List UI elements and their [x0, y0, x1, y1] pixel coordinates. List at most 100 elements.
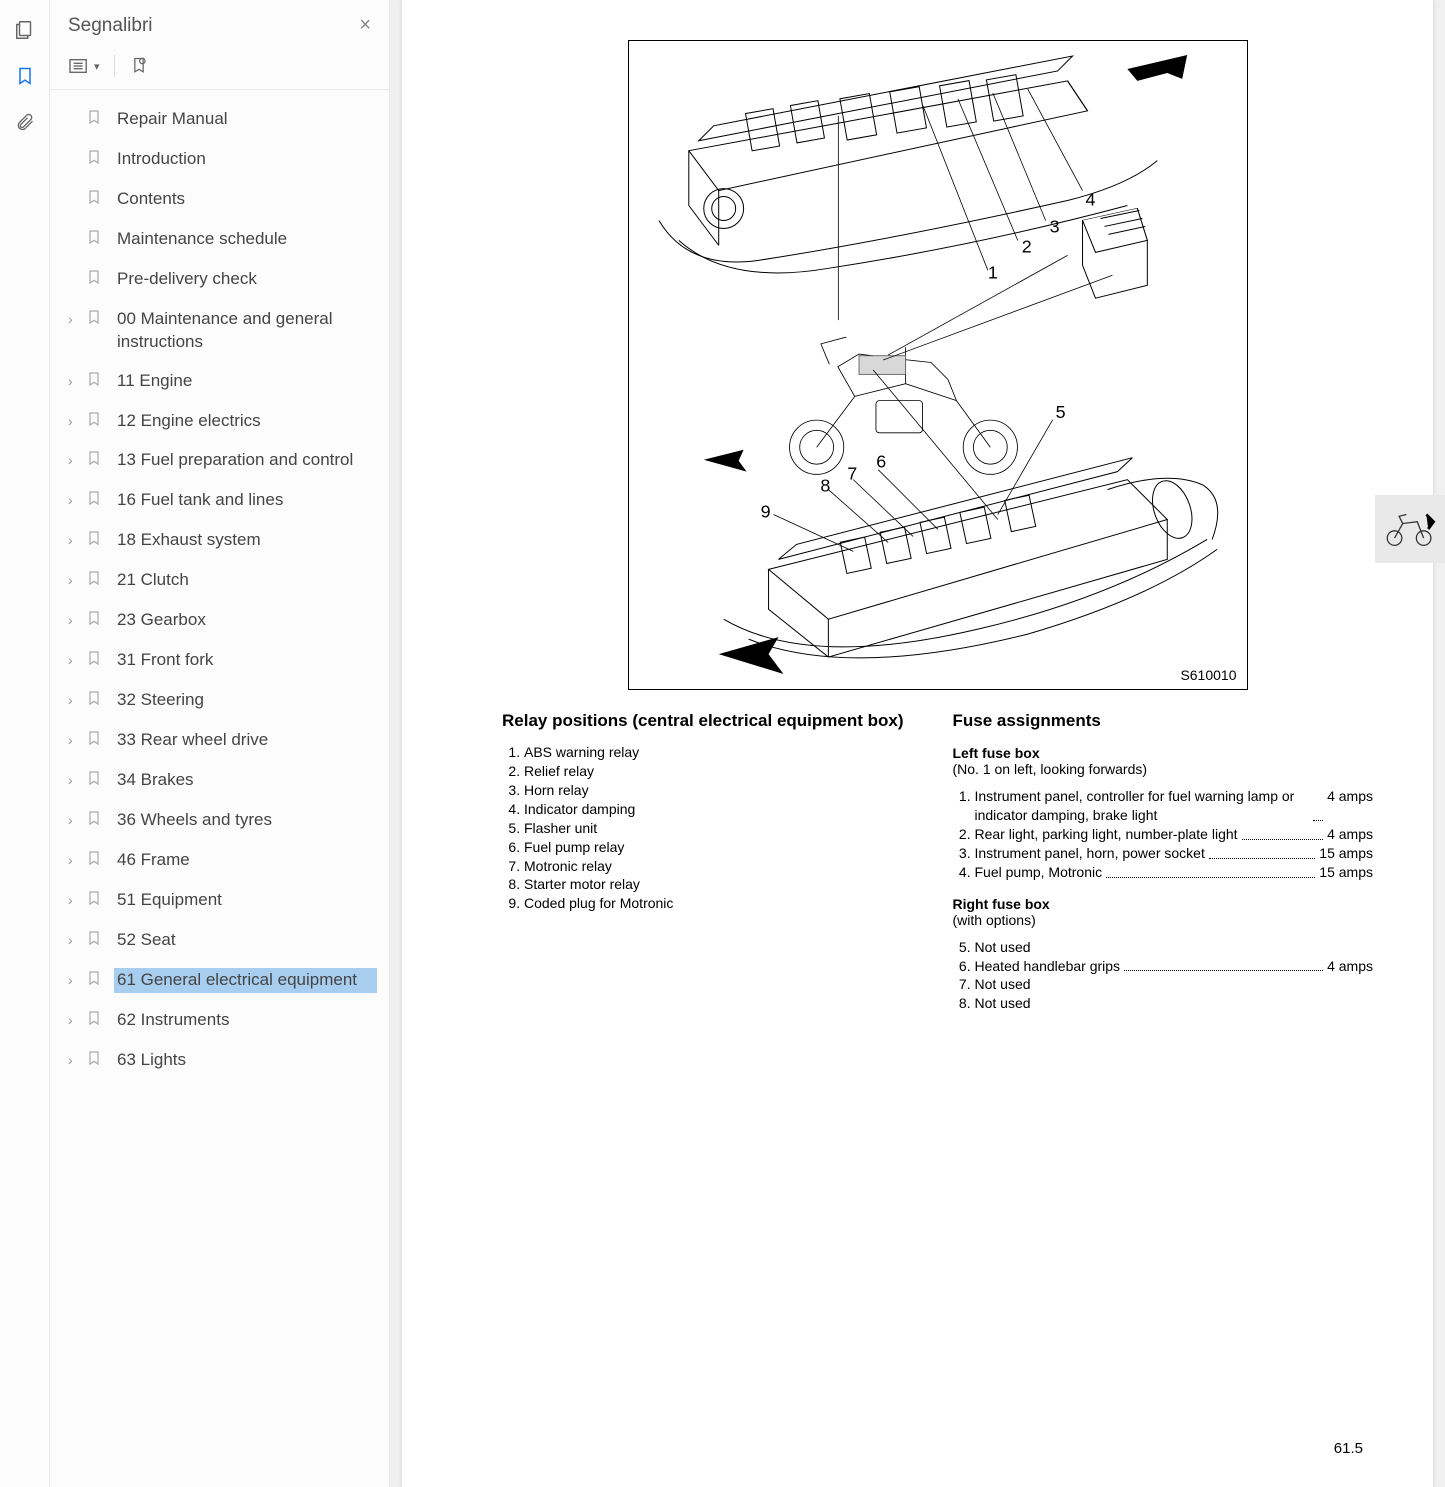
bookmark-icon [86, 569, 106, 594]
chevron-right-icon[interactable]: › [68, 651, 86, 670]
relay-item: Horn relay [524, 781, 923, 800]
chevron-right-icon[interactable]: › [68, 931, 86, 950]
fuse-item: Fuel pump, Motronic15 amps [975, 863, 1374, 882]
bookmark-label: Introduction [114, 147, 377, 172]
relay-item: Motronic relay [524, 857, 923, 876]
bookmark-item[interactable]: › 12 Engine electrics [50, 402, 389, 442]
chevron-right-icon[interactable]: › [68, 372, 86, 391]
left-column: Relay positions (central electrical equi… [502, 710, 923, 1013]
bookmark-item[interactable]: › 32 Steering [50, 681, 389, 721]
bookmark-label: 51 Equipment [114, 888, 377, 913]
bookmark-item[interactable]: ›34 Brakes [50, 761, 389, 801]
bookmark-item[interactable]: ›Maintenance schedule [50, 220, 389, 260]
bookmark-item[interactable]: ›Contents [50, 180, 389, 220]
technical-figure: 1 2 3 4 [628, 40, 1248, 690]
svg-text:5: 5 [1055, 402, 1065, 422]
bookmark-label: 31 Front fork [114, 648, 377, 673]
bookmark-item[interactable]: › 61 General electrical equipment [50, 961, 389, 1001]
bookmark-item[interactable]: ›36 Wheels and tyres [50, 801, 389, 841]
chevron-right-icon[interactable]: › [68, 412, 86, 431]
bookmark-item[interactable]: › 46 Frame [50, 841, 389, 881]
attachments-icon[interactable] [13, 110, 37, 134]
right-fuse-subtitle: (with options) [953, 912, 1374, 928]
fuse-item: Not used [975, 938, 1374, 957]
chevron-right-icon[interactable]: › [68, 691, 86, 710]
bookmark-icon [86, 489, 106, 514]
bookmark-icon [86, 148, 106, 173]
find-bookmark-button[interactable] [129, 55, 149, 77]
chevron-right-icon[interactable]: › [68, 1051, 86, 1070]
bookmark-label: 33 Rear wheel drive [114, 728, 377, 753]
bookmark-item[interactable]: ›13 Fuel preparation and control [50, 441, 389, 481]
bookmark-icon [86, 449, 106, 474]
close-icon[interactable]: × [359, 14, 371, 37]
bookmark-item[interactable]: ›18 Exhaust system [50, 521, 389, 561]
bookmark-item[interactable]: ›Repair Manual [50, 100, 389, 140]
outline-options-button[interactable]: ▾ [68, 57, 100, 75]
bookmark-icon [86, 929, 106, 954]
content-columns: Relay positions (central electrical equi… [502, 710, 1373, 1013]
bookmark-item[interactable]: › 31 Front fork [50, 641, 389, 681]
bookmark-label: Repair Manual [114, 107, 377, 132]
arrow-icon [718, 637, 783, 674]
bookmark-label: 61 General electrical equipment [114, 968, 377, 993]
chevron-right-icon[interactable]: › [68, 851, 86, 870]
svg-text:2: 2 [1021, 236, 1031, 256]
section-thumb-icon[interactable] [1375, 495, 1445, 563]
bookmark-icon [86, 108, 106, 133]
fuse-item: Rear light, parking light, number-plate … [975, 825, 1374, 844]
bookmark-label: 12 Engine electrics [114, 409, 377, 434]
thumbnails-icon[interactable] [13, 18, 37, 42]
chevron-right-icon[interactable]: › [68, 1011, 86, 1030]
bookmark-item[interactable]: ›23 Gearbox [50, 601, 389, 641]
bookmark-label: 11 Engine [114, 369, 377, 394]
chevron-right-icon[interactable]: › [68, 531, 86, 550]
bookmarks-sidebar: Segnalibri × ▾ ›Repair Manual›Introducti… [50, 0, 390, 1487]
bookmark-icon [86, 769, 106, 794]
chevron-right-icon[interactable]: › [68, 310, 86, 329]
bookmark-item[interactable]: ›00 Maintenance and general instructions [50, 300, 389, 362]
bookmark-item[interactable]: ›Introduction [50, 140, 389, 180]
svg-text:6: 6 [876, 452, 886, 472]
chevron-right-icon[interactable]: › [68, 971, 86, 990]
arrow-icon [703, 450, 746, 472]
relay-item: Indicator damping [524, 800, 923, 819]
svg-text:9: 9 [760, 502, 770, 522]
bookmarks-icon[interactable] [13, 64, 37, 88]
bookmark-item[interactable]: ›Pre-delivery check [50, 260, 389, 300]
sidebar-toolbar: ▾ [50, 49, 389, 90]
chevron-right-icon[interactable]: › [68, 571, 86, 590]
chevron-right-icon[interactable]: › [68, 771, 86, 790]
fuse-item: Heated handlebar grips4 amps [975, 957, 1374, 976]
bookmark-label: 52 Seat [114, 928, 377, 953]
bookmark-item[interactable]: ›62 Instruments [50, 1001, 389, 1041]
relay-item: Fuel pump relay [524, 838, 923, 857]
chevron-right-icon[interactable]: › [68, 891, 86, 910]
figure-svg: 1 2 3 4 [629, 41, 1247, 689]
chevron-right-icon[interactable]: › [68, 491, 86, 510]
bookmark-item[interactable]: › 33 Rear wheel drive [50, 721, 389, 761]
bookmark-item[interactable]: › 51 Equipment [50, 881, 389, 921]
bookmark-label: 32 Steering [114, 688, 377, 713]
relay-item: Starter motor relay [524, 875, 923, 894]
chevron-right-icon[interactable]: › [68, 611, 86, 630]
relay-item: ABS warning relay [524, 743, 923, 762]
bookmark-item[interactable]: ›16 Fuel tank and lines [50, 481, 389, 521]
right-column: Fuse assignments Left fuse box (No. 1 on… [953, 710, 1374, 1013]
bookmark-label: Pre-delivery check [114, 267, 377, 292]
chevron-right-icon[interactable]: › [68, 451, 86, 470]
left-fuse-subtitle: (No. 1 on left, looking forwards) [953, 761, 1374, 777]
relay-heading: Relay positions (central electrical equi… [502, 710, 923, 731]
bookmark-item[interactable]: › 11 Engine [50, 362, 389, 402]
bookmark-label: 46 Frame [114, 848, 377, 873]
bookmark-icon [86, 1049, 106, 1074]
bookmark-icon [86, 370, 106, 395]
sidebar-header: Segnalibri × [50, 0, 389, 49]
svg-text:3: 3 [1049, 216, 1059, 236]
chevron-right-icon[interactable]: › [68, 811, 86, 830]
bookmark-label: 21 Clutch [114, 568, 377, 593]
chevron-right-icon[interactable]: › [68, 731, 86, 750]
bookmark-item[interactable]: › 52 Seat [50, 921, 389, 961]
bookmark-item[interactable]: ›63 Lights [50, 1041, 389, 1081]
bookmark-item[interactable]: › 21 Clutch [50, 561, 389, 601]
